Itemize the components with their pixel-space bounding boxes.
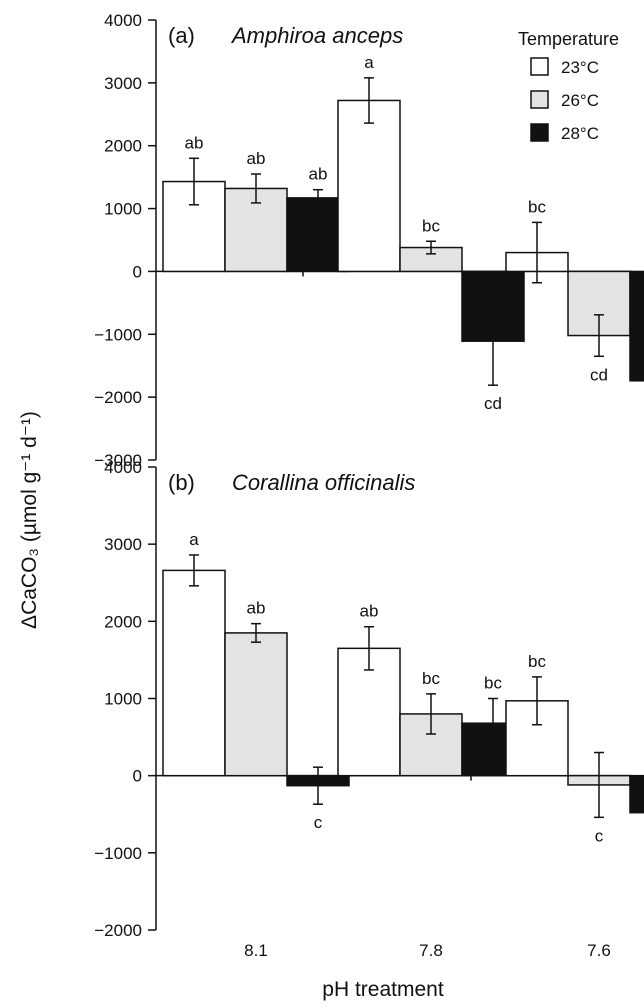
y-axis-title: ΔCaCO₃ (µmol g⁻¹ d⁻¹)	[18, 411, 41, 629]
y-tick-label: −3000	[94, 451, 142, 470]
y-tick-label: 1000	[104, 200, 142, 219]
significance-label: a	[364, 53, 374, 72]
panel-b: 4000 3000 2000 1000 0 −1000 −2000 a ab c ab bc bc bc c…	[94, 458, 644, 960]
legend-label-28: 28°C	[561, 124, 599, 143]
y-tick-label: 3000	[104, 535, 142, 554]
bar-28c-ph-7.6	[629, 270, 644, 382]
species-name: Amphiroa anceps	[230, 23, 403, 48]
significance-label: ab	[185, 133, 204, 152]
y-tick-label: −2000	[94, 388, 142, 407]
significance-label: bc	[528, 197, 546, 216]
bar-26c-ph-8.1	[224, 632, 288, 777]
significance-label: cd	[590, 365, 608, 384]
significance-label: ab	[247, 599, 266, 618]
significance-label: bc	[422, 216, 440, 235]
y-tick-label: 0	[133, 262, 142, 281]
bar-23c-ph-7.8	[337, 99, 401, 273]
legend-label-23: 23°C	[561, 58, 599, 77]
significance-label: c	[595, 826, 604, 845]
significance-label: cd	[484, 394, 502, 413]
legend: Temperature 23°C 26°C 28°C	[518, 29, 619, 143]
significance-label: a	[189, 530, 199, 549]
legend-swatch-23	[530, 57, 549, 76]
y-tick-label: 1000	[104, 690, 142, 709]
legend-title: Temperature	[518, 29, 619, 49]
panel-letter: (a)	[168, 23, 195, 48]
bar-28c-ph-7.6	[629, 774, 644, 814]
legend-swatch-28	[530, 123, 549, 142]
panel-letter: (b)	[168, 470, 195, 495]
x-tick-label: 7.8	[419, 941, 443, 960]
x-tick-label: 7.6	[587, 941, 611, 960]
significance-label: ab	[360, 602, 379, 621]
significance-label: c	[314, 813, 323, 832]
y-tick-label: −1000	[94, 844, 142, 863]
legend-label-26: 26°C	[561, 91, 599, 110]
y-tick-label: 2000	[104, 612, 142, 631]
y-tick-label: 4000	[104, 458, 142, 477]
y-tick-label: −1000	[94, 325, 142, 344]
legend-swatch-26	[530, 90, 549, 109]
significance-label: bc	[528, 652, 546, 671]
bar-23c-ph-8.1	[162, 569, 226, 777]
panel-a: 4000 3000 2000 1000 0 −1000 −2000 −3000 ab ab ab a b…	[94, 11, 644, 470]
species-name: Corallina officinalis	[232, 470, 415, 495]
y-tick-label: 0	[133, 767, 142, 786]
significance-label: ab	[247, 149, 266, 168]
x-axis-title: pH treatment	[322, 978, 444, 1001]
y-tick-label: 3000	[104, 74, 142, 93]
significance-label: bc	[422, 669, 440, 688]
y-tick-label: 4000	[104, 11, 142, 30]
y-tick-label: 2000	[104, 137, 142, 156]
significance-label: bc	[484, 674, 502, 693]
significance-label: ab	[309, 165, 328, 184]
x-tick-label: 8.1	[244, 941, 268, 960]
y-tick-label: −2000	[94, 921, 142, 940]
